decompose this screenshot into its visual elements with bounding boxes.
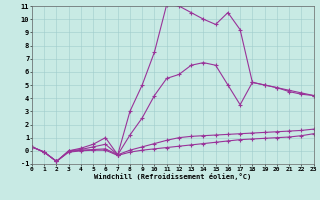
X-axis label: Windchill (Refroidissement éolien,°C): Windchill (Refroidissement éolien,°C)	[94, 173, 252, 180]
